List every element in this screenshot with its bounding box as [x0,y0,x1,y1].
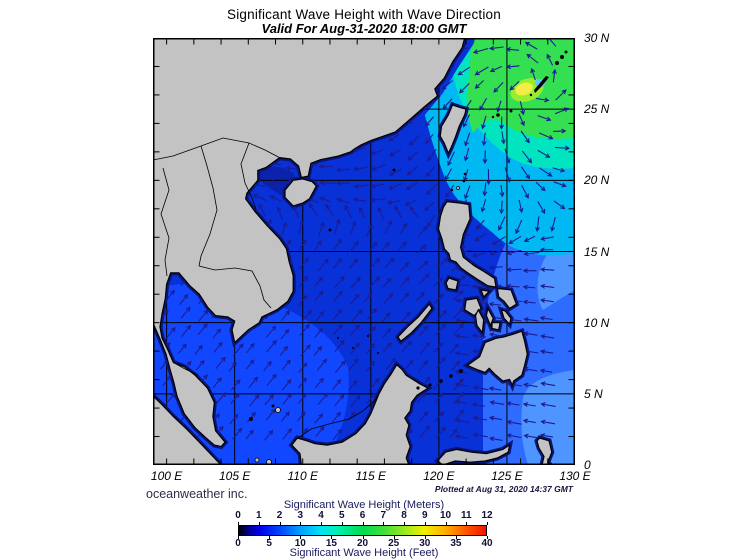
meters-tick-label: 9 [421,510,428,521]
meters-tick-label: 3 [297,510,304,521]
colorbar-tick [362,522,364,525]
meters-tick-label: 8 [401,510,407,521]
lat-label: 0 [584,458,591,473]
colorbar-tick [238,522,239,525]
lon-label: 105 E [218,469,251,483]
colorbar-tick [321,522,322,525]
feet-tick-label: 40 [481,538,493,549]
colorbar-tick [424,536,426,539]
lat-label: 25 N [584,102,610,117]
colorbar-tick [487,522,488,525]
page-title: Significant Wave Height with Wave Direct… [227,7,501,22]
storm-core [515,82,533,96]
lon-label: 115 E [355,469,387,483]
colorbar-tick [455,536,457,539]
colorbar-tick [331,536,333,539]
meters-tick-label: 5 [338,510,345,521]
colorbar-tick [300,522,302,525]
legend-title-feet: Significant Wave Height (Feet) [289,547,439,559]
feet-tick-label: 10 [294,538,306,549]
lat-label: 30 N [584,31,610,45]
meters-tick-label: 6 [359,510,366,521]
legend-title-meters: Significant Wave Height (Meters) [283,499,445,511]
meters-tick-label: 1 [255,510,262,521]
meters-tick-label: 11 [460,510,472,521]
meters-tick-label: 2 [276,510,283,521]
colorbar-tick [362,536,364,539]
meters-tick-label: 10 [439,510,452,521]
wave-height-colorbar [238,525,487,536]
colorbar-tick [269,536,271,539]
feet-tick-label: 25 [388,538,400,549]
page-subtitle: Valid For Aug-31-2020 18:00 GMT [261,21,467,36]
feet-tick-label: 30 [419,538,431,549]
wave-map [153,38,575,465]
plotted-timestamp: Plotted at Aug 31, 2020 14:37 GMT [434,484,573,494]
feet-tick-label: 35 [450,538,462,549]
feet-tick-label: 0 [235,538,241,549]
feet-tick-label: 5 [266,538,272,549]
meters-tick-label: 0 [235,510,241,521]
lat-label: 15 N [584,244,610,259]
colorbar-tick [404,522,405,525]
feet-tick-label: 15 [325,538,337,549]
lon-label: 100 E [150,469,183,483]
lon-label: 120 E [423,469,455,483]
meters-tick-label: 12 [481,510,493,521]
meters-tick-label: 7 [380,510,387,521]
map-frame [153,38,575,465]
lat-label: 20 N [584,173,610,188]
okinawa-island [534,76,549,93]
colorbar-tick [300,536,302,539]
colorbar-tick [258,522,260,525]
lat-label: 5 N [584,386,603,401]
colorbar-tick [466,522,468,525]
lon-label: 110 E [287,469,318,483]
colorbar-tick [424,522,426,525]
colorbar-tick [445,522,447,525]
oceanweather-credit: oceanweather inc. [146,487,248,501]
colorbar-tick [279,522,281,525]
lat-label: 10 N [584,315,610,330]
lon-label: 130 E [559,469,591,483]
colorbar-tick [341,522,343,525]
country-borders [153,137,380,442]
colorbar-tick [487,536,488,539]
colorbar-tick [393,536,395,539]
colorbar-tick [383,522,385,525]
lon-label: 125 E [491,469,523,483]
meters-tick-label: 4 [318,510,324,521]
colorbar-tick [238,536,239,539]
island-dots [249,50,568,465]
feet-tick-label: 20 [356,538,369,549]
